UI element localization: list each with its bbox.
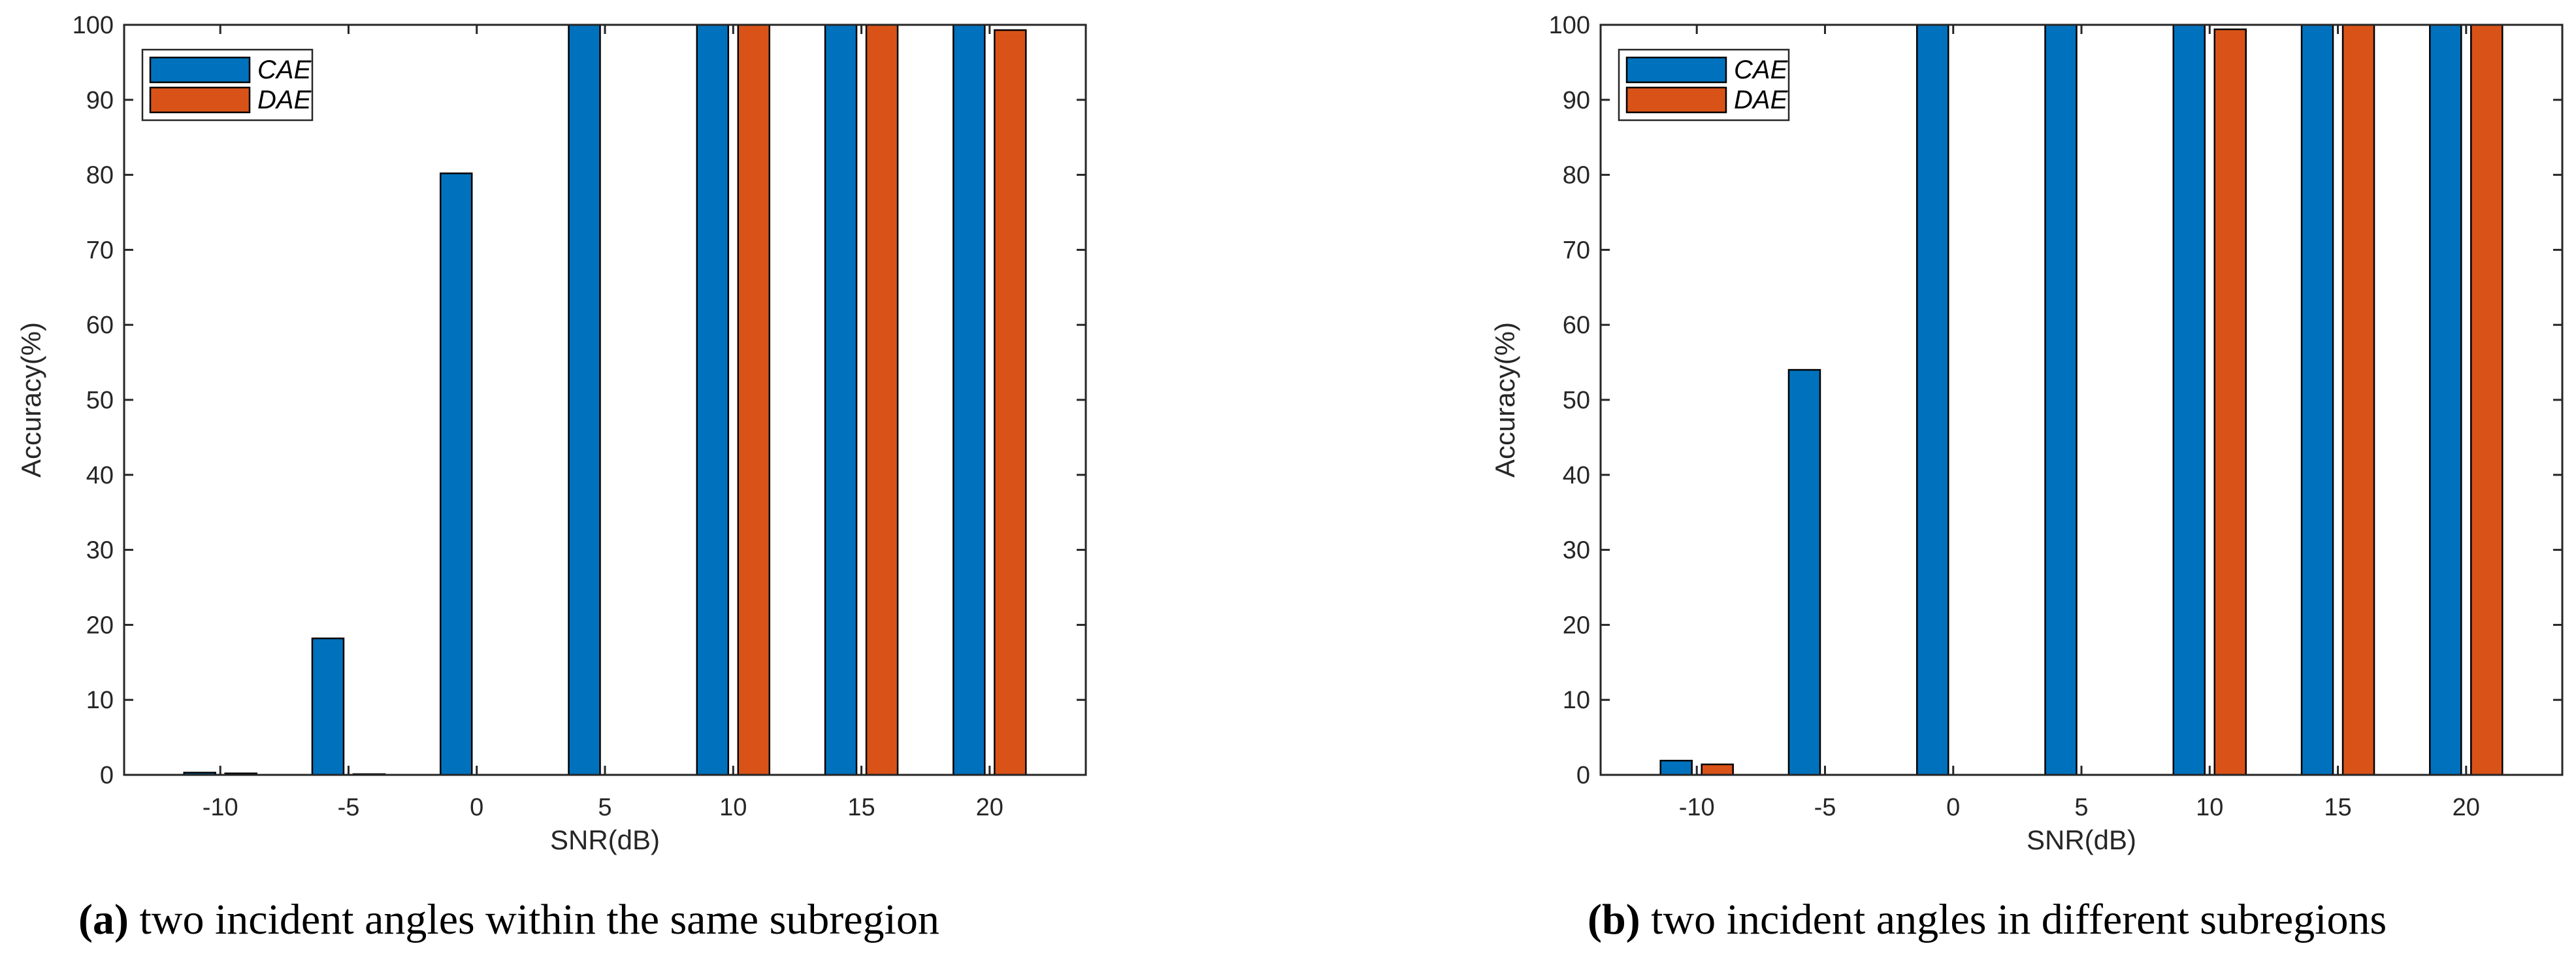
x-tick-label: -10 bbox=[203, 794, 238, 821]
bar-dae bbox=[2213, 28, 2247, 776]
plot-frame bbox=[123, 24, 1087, 776]
bar-cae bbox=[2044, 24, 2078, 776]
y-tick-label: 20 bbox=[1563, 612, 1590, 639]
caption-a-letter: (a) bbox=[78, 896, 129, 943]
bar-cae bbox=[1659, 759, 1693, 776]
bar-cae bbox=[311, 637, 345, 776]
legend-label-dae: DAE bbox=[1734, 86, 1789, 114]
bar-cae bbox=[439, 172, 473, 776]
bar-cae bbox=[1787, 368, 1821, 776]
x-tick-label: 5 bbox=[2074, 794, 2088, 821]
x-tick-label: -5 bbox=[338, 794, 360, 821]
x-tick-label: 10 bbox=[2196, 794, 2223, 821]
legend-label-cae: CAE bbox=[257, 56, 312, 84]
bar-cae bbox=[568, 24, 601, 776]
legend-swatch-cae bbox=[1625, 56, 1727, 84]
plot-frame bbox=[1599, 24, 2564, 776]
legend-label-dae: DAE bbox=[257, 86, 312, 114]
chart-panel-a: 0 10 20 30 40 50 60 70 80 90 100 -10 -5 0 5 10 15 20 SNR(d… bbox=[16, 12, 1087, 855]
bar-dae bbox=[737, 24, 771, 776]
bar-dae bbox=[1701, 763, 1734, 776]
legend-swatch-dae bbox=[149, 86, 251, 114]
x-tick-label: -5 bbox=[1814, 794, 1836, 821]
bar-cae bbox=[696, 24, 730, 776]
y-tick-label: 20 bbox=[86, 612, 114, 639]
caption-b: (b) two incident angles in different sub… bbox=[1588, 895, 2387, 945]
y-tick-label: 100 bbox=[1549, 12, 1590, 39]
y-tick-label: 60 bbox=[86, 312, 114, 339]
x-tick-label: 15 bbox=[847, 794, 875, 821]
y-tick-label: 100 bbox=[73, 12, 114, 39]
caption-b-text: two incident angles in different subregi… bbox=[1651, 896, 2387, 943]
bar-cae bbox=[824, 24, 858, 776]
y-tick-label: 0 bbox=[1576, 762, 1590, 789]
y-tick-label: 60 bbox=[1563, 312, 1590, 339]
y-tick-label: 40 bbox=[1563, 462, 1590, 489]
legend-swatch-dae bbox=[1625, 86, 1727, 114]
y-axis-label: Accuracy(%) bbox=[16, 322, 46, 478]
x-tick-label: 20 bbox=[2453, 794, 2480, 821]
x-tick-label: 15 bbox=[2324, 794, 2351, 821]
y-tick-label: 70 bbox=[1563, 237, 1590, 264]
y-tick-label: 0 bbox=[100, 762, 114, 789]
y-tick-label: 80 bbox=[1563, 162, 1590, 189]
legend-swatch-cae bbox=[149, 56, 251, 84]
bar-dae bbox=[865, 24, 899, 776]
x-tick-label: -10 bbox=[1679, 794, 1715, 821]
x-axis-label: SNR(dB) bbox=[2027, 825, 2136, 855]
x-tick-label: 5 bbox=[598, 794, 611, 821]
y-tick-label: 70 bbox=[86, 237, 114, 264]
y-tick-label: 10 bbox=[1563, 687, 1590, 714]
caption-b-letter: (b) bbox=[1588, 896, 1640, 943]
x-tick-label: 0 bbox=[470, 794, 483, 821]
x-axis-label: SNR(dB) bbox=[550, 825, 660, 855]
y-tick-label: 50 bbox=[1563, 387, 1590, 414]
y-tick-label: 40 bbox=[86, 462, 114, 489]
chart-panel-b: 0 10 20 30 40 50 60 70 80 90 100 -10 -5 0 5 10 15 20 SNR(d… bbox=[1490, 12, 2564, 855]
bar-cae bbox=[2429, 24, 2462, 776]
bar-cae bbox=[953, 24, 986, 776]
bar-dae bbox=[2341, 24, 2375, 776]
bar-cae bbox=[1916, 24, 1949, 776]
x-tick-label: 20 bbox=[976, 794, 1003, 821]
legend-label-cae: CAE bbox=[1734, 56, 1789, 84]
bar-dae bbox=[2470, 24, 2503, 776]
y-tick-label: 90 bbox=[86, 87, 114, 114]
y-tick-label: 30 bbox=[1563, 537, 1590, 564]
y-tick-label: 30 bbox=[86, 537, 114, 564]
x-tick-label: 10 bbox=[719, 794, 747, 821]
plot-area bbox=[123, 24, 1087, 776]
plot-area bbox=[1599, 24, 2564, 776]
y-tick-label: 80 bbox=[86, 162, 114, 189]
bar-dae bbox=[994, 29, 1027, 776]
x-tick-label: 0 bbox=[1946, 794, 1960, 821]
y-tick-label: 90 bbox=[1563, 87, 1590, 114]
y-tick-label: 50 bbox=[86, 387, 114, 414]
bar-cae bbox=[2300, 24, 2334, 776]
bar-cae bbox=[2172, 24, 2206, 776]
y-tick-label: 10 bbox=[86, 687, 114, 714]
y-axis-label: Accuracy(%) bbox=[1490, 322, 1520, 478]
caption-a: (a) two incident angles within the same … bbox=[78, 895, 939, 945]
caption-a-text: two incident angles within the same subr… bbox=[139, 896, 939, 943]
